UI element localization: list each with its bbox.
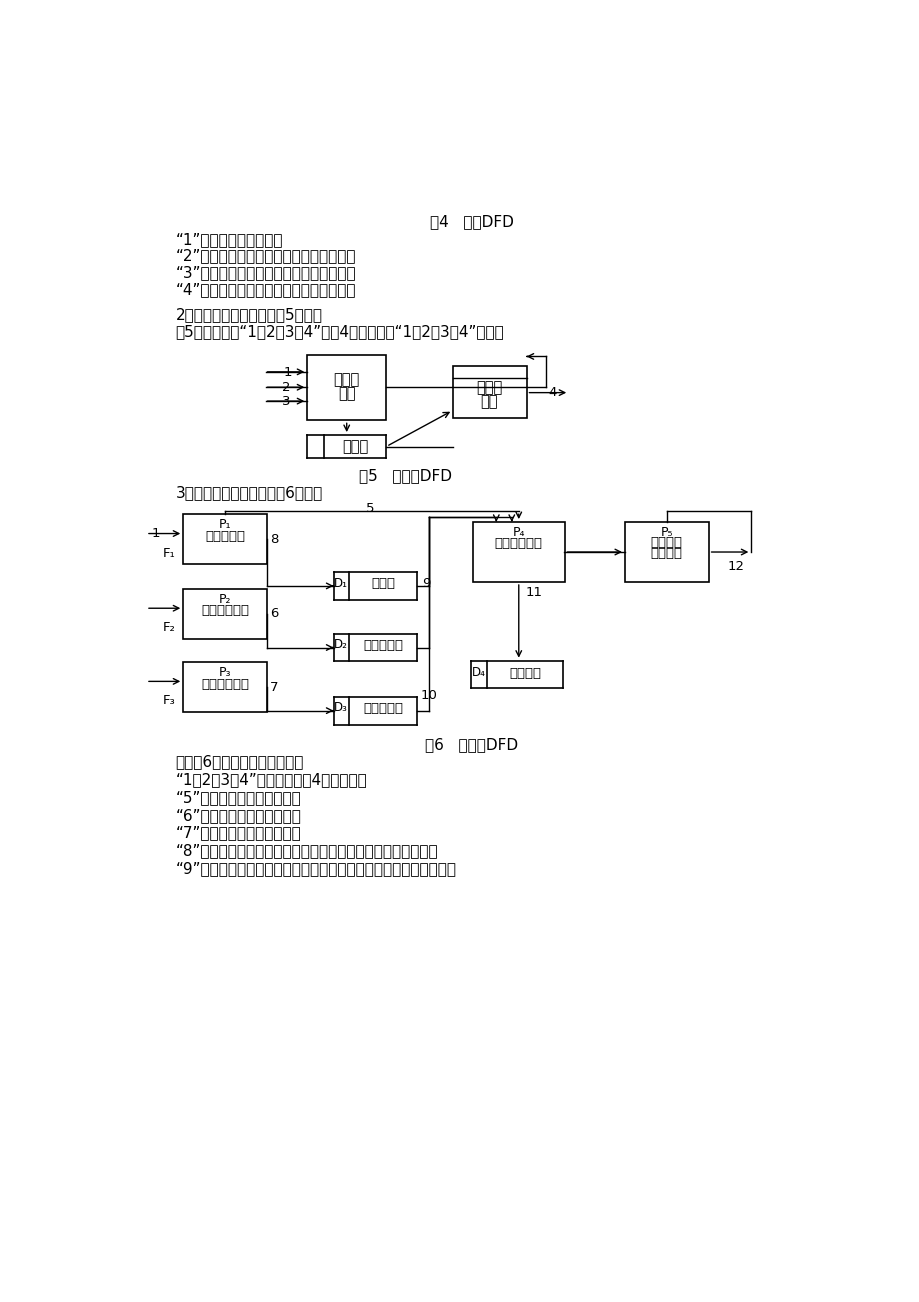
Text: P₃: P₃ bbox=[219, 667, 231, 678]
Bar bbox=[183, 663, 267, 712]
Text: “6”：零售出库单上的数据。: “6”：零售出库单上的数据。 bbox=[176, 807, 301, 823]
Bar bbox=[452, 366, 526, 418]
Text: 5: 5 bbox=[366, 503, 374, 516]
Text: 零售出库帐: 零售出库帐 bbox=[363, 639, 403, 652]
Text: 3）第二层数据流程图如图6所示。: 3）第二层数据流程图如图6所示。 bbox=[176, 486, 323, 500]
Text: 3: 3 bbox=[282, 395, 290, 408]
Text: 11: 11 bbox=[525, 586, 542, 599]
Text: 出入库: 出入库 bbox=[476, 380, 502, 396]
Text: F₁: F₁ bbox=[163, 547, 176, 560]
Text: 1: 1 bbox=[284, 366, 292, 379]
Text: P₂: P₂ bbox=[219, 592, 231, 605]
Text: 管理: 管理 bbox=[480, 395, 497, 409]
Text: 6: 6 bbox=[269, 608, 278, 621]
Text: “5”：产品入库单上的数据。: “5”：产品入库单上的数据。 bbox=[176, 790, 301, 805]
Text: 登记库存台帐: 登记库存台帐 bbox=[494, 538, 542, 551]
Text: “2”：销售科开出的有效零售产品出库单。: “2”：销售科开出的有效零售产品出库单。 bbox=[176, 249, 356, 263]
Text: 2: 2 bbox=[282, 381, 290, 395]
Text: F₂: F₂ bbox=[163, 621, 176, 634]
Text: 图6   第二层DFD: 图6 第二层DFD bbox=[425, 738, 517, 753]
Text: 图5中的数据流“1，2，3，4”与图4中的数据流“1，2，3，4”相同。: 图5中的数据流“1，2，3，4”与图4中的数据流“1，2，3，4”相同。 bbox=[176, 324, 504, 339]
Bar bbox=[472, 522, 564, 582]
Text: D₁: D₁ bbox=[334, 577, 348, 590]
Text: 批发出库帐: 批发出库帐 bbox=[363, 702, 403, 715]
Text: “7”：批发出库单上的数据。: “7”：批发出库单上的数据。 bbox=[176, 825, 301, 840]
Text: 库存帐: 库存帐 bbox=[342, 440, 368, 454]
Text: 出入库: 出入库 bbox=[334, 372, 359, 387]
Bar bbox=[307, 355, 386, 421]
Text: 12: 12 bbox=[727, 560, 744, 573]
Text: 管理: 管理 bbox=[337, 385, 355, 401]
Bar bbox=[624, 522, 708, 582]
Text: 图4   顶层DFD: 图4 顶层DFD bbox=[429, 214, 513, 229]
Text: P₄: P₄ bbox=[512, 526, 525, 539]
Text: 登记入库帐: 登记入库帐 bbox=[205, 530, 244, 543]
Text: P₅: P₅ bbox=[660, 526, 673, 539]
Text: 库存台帐: 库存台帐 bbox=[508, 667, 540, 680]
Text: 现对图6中的数据流说明如下：: 现对图6中的数据流说明如下： bbox=[176, 755, 303, 769]
Text: 登批发出库帐: 登批发出库帐 bbox=[201, 677, 249, 690]
Text: 10: 10 bbox=[420, 689, 437, 702]
Text: D₂: D₂ bbox=[334, 638, 348, 651]
Text: 存月报表: 存月报表 bbox=[650, 547, 682, 560]
Text: 入库帐: 入库帐 bbox=[370, 577, 395, 590]
Text: “1”：车间产品入库单。: “1”：车间产品入库单。 bbox=[176, 232, 283, 246]
Text: “8”：入库流水帐上的当日按产品名称、规格分别累计的数据。: “8”：入库流水帐上的当日按产品名称、规格分别累计的数据。 bbox=[176, 844, 437, 858]
Text: F₃: F₃ bbox=[163, 694, 176, 707]
Text: 1: 1 bbox=[152, 526, 160, 539]
Text: D₄: D₄ bbox=[471, 667, 485, 678]
Text: 8: 8 bbox=[269, 533, 278, 546]
Text: “4”：仓库制作的产品库存收发存月报表。: “4”：仓库制作的产品库存收发存月报表。 bbox=[176, 283, 356, 298]
Text: 制作收发: 制作收发 bbox=[650, 536, 682, 549]
Text: 9: 9 bbox=[422, 577, 430, 590]
Text: 7: 7 bbox=[269, 681, 278, 694]
Text: 图5   第一层DFD: 图5 第一层DFD bbox=[358, 469, 451, 483]
Text: P₁: P₁ bbox=[219, 518, 231, 531]
Text: D₃: D₃ bbox=[334, 702, 348, 715]
Text: “9”：零售出库流水帐上的当日按产品名称、规格分别累计的数据。: “9”：零售出库流水帐上的当日按产品名称、规格分别累计的数据。 bbox=[176, 861, 456, 876]
Text: 2）第一层数据流程图如图5所示。: 2）第一层数据流程图如图5所示。 bbox=[176, 307, 322, 322]
Bar bbox=[183, 514, 267, 564]
Text: “3”：销售科开出的有效批发产品出库单。: “3”：销售科开出的有效批发产品出库单。 bbox=[176, 266, 356, 280]
Text: “1，2，3，4”：其意义与图4中的相同。: “1，2，3，4”：其意义与图4中的相同。 bbox=[176, 772, 367, 788]
Text: 4: 4 bbox=[548, 387, 556, 400]
Bar bbox=[183, 589, 267, 639]
Text: 登记零售出账: 登记零售出账 bbox=[201, 604, 249, 617]
